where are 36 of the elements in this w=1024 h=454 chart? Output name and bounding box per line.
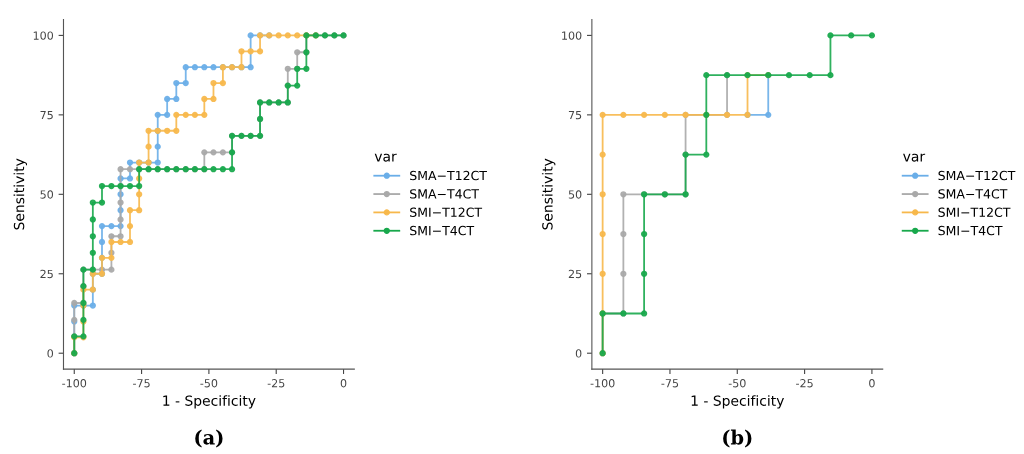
y-axis-title: Sensitivity <box>541 158 556 230</box>
y-axis-title: Sensitivity <box>13 158 27 230</box>
x-tick-label: -75 <box>661 379 679 388</box>
x-tick-label: -50 <box>200 379 218 388</box>
legend-label: SMA−T4CT <box>410 189 480 199</box>
x-tick-label: -25 <box>267 379 285 388</box>
x-axis-title: 1 - Specificity <box>163 395 256 409</box>
y-tick-label: 75 <box>568 110 582 120</box>
y-tick-label: 50 <box>40 190 54 199</box>
y-tick-label: 25 <box>40 269 53 279</box>
y-tick-label: 0 <box>575 349 582 358</box>
y-tick-label: 50 <box>568 190 582 199</box>
legend-label: SMI−T4CT <box>938 225 1003 236</box>
x-tick-label: 0 <box>340 379 347 388</box>
y-tick-label: 75 <box>40 110 53 120</box>
x-tick-label: -25 <box>796 379 813 388</box>
x-tick-label: -50 <box>728 379 746 388</box>
x-tick-label: -100 <box>590 379 615 388</box>
y-tick-label: 100 <box>562 31 582 40</box>
legend-label: SMA−T12CT <box>410 170 487 181</box>
x-axis-title: 1 - Specificity <box>691 395 784 409</box>
text: (b) <box>723 429 752 448</box>
y-tick-label: 25 <box>568 269 582 279</box>
legend-label: SMA−T4CT <box>938 189 1008 199</box>
text: (a) <box>195 429 223 448</box>
legend-label: SMI−T12CT <box>410 207 483 217</box>
legend-title: var <box>903 153 926 162</box>
x-tick-label: 0 <box>869 379 875 388</box>
legend-label: SMA−T12CT <box>938 170 1016 181</box>
y-tick-label: 100 <box>33 31 54 40</box>
legend-label: SMI−T12CT <box>938 207 1011 217</box>
legend-label: SMI−T4CT <box>410 225 475 236</box>
x-tick-label: -100 <box>62 379 87 388</box>
x-tick-label: -75 <box>133 379 150 388</box>
legend-title: var <box>374 153 397 162</box>
y-tick-label: 0 <box>47 349 54 358</box>
